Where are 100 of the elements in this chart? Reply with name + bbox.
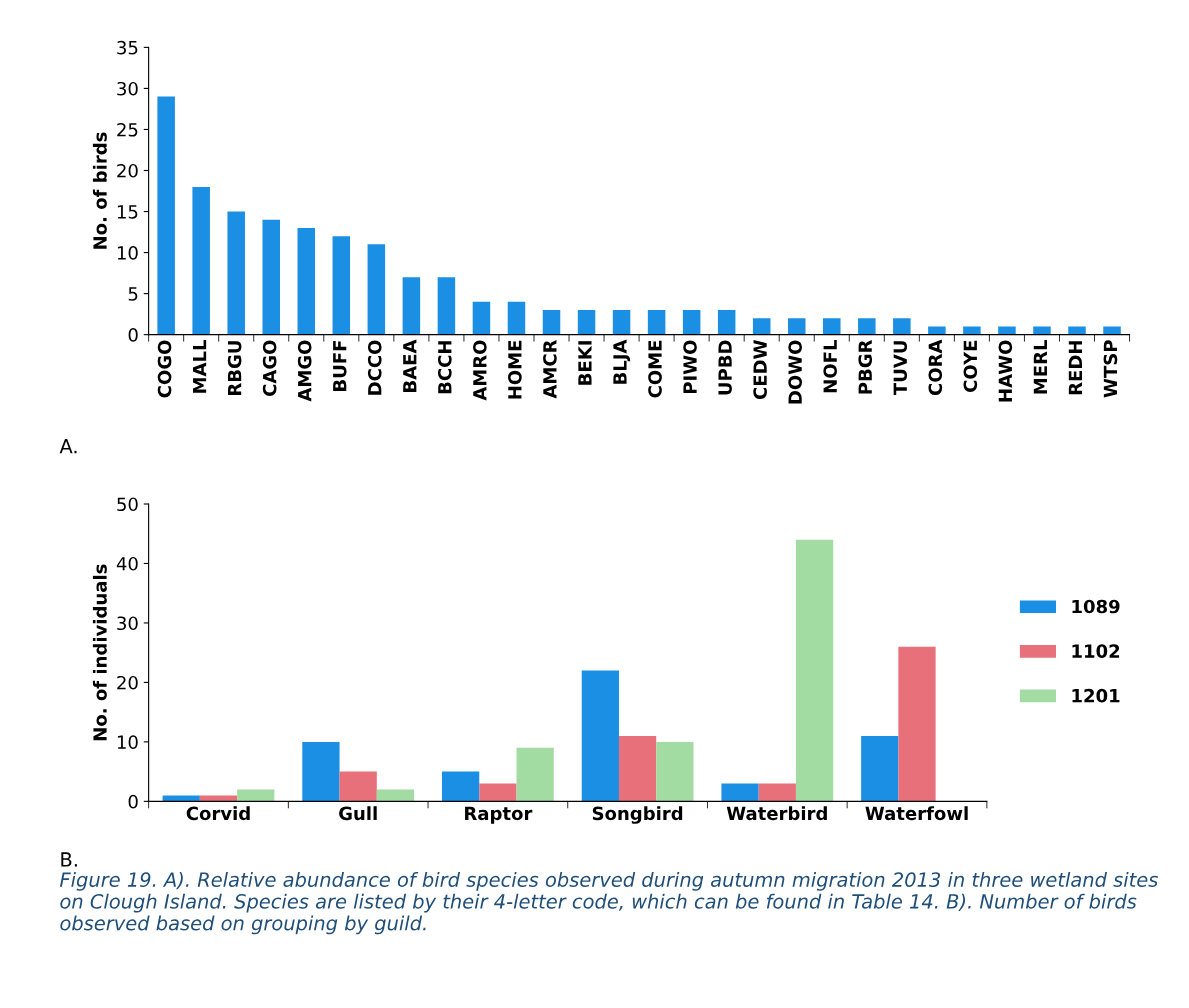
bar (618, 735, 657, 802)
bar (157, 96, 175, 335)
x-tick-label: CAGO (262, 340, 277, 397)
bar (752, 318, 771, 335)
bar (302, 741, 340, 802)
bar (542, 310, 561, 335)
bar (647, 310, 666, 335)
y-tick-label: 30 (117, 81, 138, 96)
y-tick-label: 10 (117, 246, 138, 260)
bar (1068, 326, 1086, 335)
x-tick-label: AMRO (473, 340, 487, 401)
bar (893, 318, 911, 335)
x-tick-label: Gull (339, 806, 377, 821)
x-tick-label: BLJA (613, 339, 631, 384)
bar (442, 771, 480, 802)
x-tick-label: PBGR (858, 339, 873, 394)
bar (472, 301, 491, 335)
bar (721, 783, 759, 802)
bar (795, 539, 834, 802)
bar (998, 326, 1016, 335)
y-tick-label: 0 (128, 794, 138, 809)
x-tick-label: DOWO (788, 340, 802, 404)
x-tick-label: Corvid (186, 806, 250, 821)
bar (787, 318, 806, 335)
caption: Figure 19. A). Relative abundance of bird species observed during autumn migration 2013 in three wetland sites on Clough Island. Species are listed by their 4-letter code, which can be found in Table 14. B). Number of birds observed based on grouping by guild. (59, 871, 1158, 935)
bar (682, 310, 701, 335)
x-tick-label: RBGU (227, 341, 242, 395)
x-tick-label: Waterfowl (865, 806, 968, 821)
x-tick-label: UPBD (718, 340, 732, 395)
bar (162, 795, 200, 802)
bar (717, 310, 736, 335)
bar (339, 771, 377, 802)
bar (199, 795, 238, 802)
x-tick-label: HOME (508, 340, 522, 399)
x-tick-label: BEKI (578, 341, 592, 385)
bar (376, 789, 415, 802)
bar (898, 646, 936, 802)
bar (507, 301, 526, 335)
x-tick-label: AMCR (543, 339, 557, 399)
y-tick-label: 0 (128, 328, 138, 342)
x-tick-label: MERL (1033, 340, 1047, 394)
x-tick-label: MALL (192, 340, 207, 393)
bar (577, 310, 596, 335)
y-tick-label: 15 (117, 205, 138, 219)
text: B. (61, 852, 77, 867)
x-tick-label: Waterbird (726, 806, 827, 821)
bar (192, 186, 210, 335)
x-tick-label: COYE (963, 340, 978, 392)
bar (581, 670, 619, 802)
y-tick-label: 40 (116, 556, 138, 571)
bar (858, 318, 876, 335)
bar (928, 326, 946, 335)
y-tick-label: 20 (117, 163, 138, 178)
x-tick-label: CORA (928, 339, 943, 396)
bar (1033, 326, 1051, 335)
bar (963, 326, 981, 335)
x-tick-label: CEDW (753, 340, 767, 400)
bar (656, 741, 694, 802)
bar (402, 277, 421, 335)
legend-label: 1201 (1072, 688, 1120, 703)
text: A. (59, 439, 77, 454)
bar (861, 735, 899, 802)
bar (1103, 326, 1121, 335)
bar (758, 783, 796, 802)
y-axis-title: No. of individuals (92, 564, 107, 741)
x-tick-label: COME (648, 340, 662, 398)
bar (479, 783, 517, 802)
x-tick-label: WTSP (1103, 340, 1118, 398)
x-tick-label: BUFF (333, 341, 347, 391)
bar (262, 219, 280, 335)
y-tick-label: 10 (117, 735, 138, 749)
x-tick-label: Songbird (592, 806, 683, 824)
bar (332, 236, 351, 335)
x-tick-label: Raptor (465, 806, 533, 824)
bar (516, 747, 554, 802)
x-tick-label: AMGO (297, 340, 312, 402)
y-tick-label: 35 (117, 40, 138, 55)
x-tick-label: HAWO (998, 340, 1013, 402)
y-tick-label: 5 (128, 287, 138, 301)
y-tick-label: 50 (117, 497, 138, 512)
bar (227, 211, 245, 335)
bar (437, 277, 456, 335)
bar (367, 244, 386, 335)
legend-label: 1089 (1072, 599, 1120, 614)
x-tick-label: NOFL (823, 340, 838, 393)
x-tick-label: REDH (1068, 341, 1082, 395)
x-tick-label: BCCH (437, 341, 452, 394)
y-tick-label: 25 (117, 122, 138, 137)
bar (297, 227, 316, 335)
legend-label: 1102 (1072, 644, 1120, 658)
x-tick-label: BAEA (403, 339, 417, 392)
x-tick-label: DCCO (367, 340, 382, 395)
x-tick-label: TUVU (893, 341, 908, 396)
x-tick-label: COGO (157, 340, 172, 398)
y-tick-label: 30 (117, 616, 138, 631)
y-tick-label: 20 (117, 675, 138, 690)
bar (823, 318, 841, 335)
bar (237, 789, 275, 802)
bar (612, 310, 631, 335)
y-axis-title: No. of birds (92, 132, 107, 249)
